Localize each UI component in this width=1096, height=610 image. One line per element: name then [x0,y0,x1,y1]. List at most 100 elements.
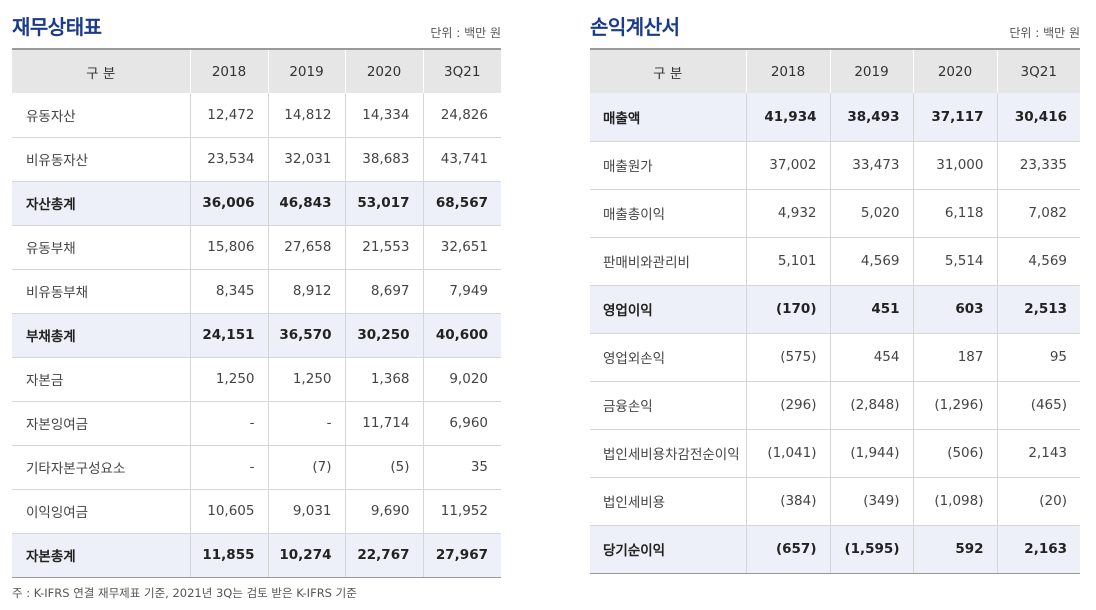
cell-value: 10,605 [189,489,268,534]
cell-value: 27,658 [267,225,345,270]
income-statement-unit: 단위 : 백만 원 [1009,26,1080,40]
cell-value: 11,855 [189,533,268,578]
table-row: 비유동자산 23,534 32,031 38,683 43,741 [12,137,501,182]
cell-value: 38,683 [344,137,423,182]
balance-sheet-body: 유동자산 12,472 14,812 14,334 24,826 비유동자산 23,534 3… [12,93,501,578]
income-statement-table: 구 분 2018 2019 2020 3Q21 매출액 41,934 38,493 3… [590,48,1080,574]
cell-value: 4,932 [745,189,830,238]
cell-value: (20) [996,477,1080,526]
balance-sheet-unit: 단위 : 백만 원 [430,26,501,40]
row-label: 비유동부채 [12,269,190,314]
total-row: 영업이익 (170) 451 603 2,513 [590,285,1080,334]
cell-value: 21,553 [344,225,423,270]
table-row: 영업외손익 (575) 454 187 95 [590,333,1080,382]
table-row: 유동부채 15,806 27,658 21,553 32,651 [12,225,501,270]
cell-value: 68,567 [422,181,501,226]
row-label: 자산총계 [12,181,190,226]
cell-value: 41,934 [745,93,830,142]
cell-value: 8,912 [267,269,345,314]
cell-value: 15,806 [189,225,268,270]
cell-value: 6,118 [912,189,997,238]
total-row: 자산총계 36,006 46,843 53,017 68,567 [12,181,501,226]
table-row: 법인세비용차감전순이익 (1,041) (1,944) (506) 2,143 [590,429,1080,478]
row-label: 법인세비용차감전순이익 [590,429,746,478]
cell-value: 95 [996,333,1080,382]
cell-value: 53,017 [344,181,423,226]
table-row: 비유동부채 8,345 8,912 8,697 7,949 [12,269,501,314]
cell-value: 451 [829,285,913,334]
row-label: 매출액 [590,93,746,142]
row-label: 영업외손익 [590,333,746,382]
cell-value: 2,143 [996,429,1080,478]
column-header: 2020 [912,49,997,93]
table-row: 판매비와관리비 5,101 4,569 5,514 4,569 [590,237,1080,286]
cell-value: (349) [829,477,913,526]
table-row: 매출총이익 4,932 5,020 6,118 7,082 [590,189,1080,238]
cell-value: 1,250 [189,357,268,402]
cell-value: 27,967 [422,533,501,578]
cell-value: 603 [912,285,997,334]
cell-value: - [189,445,268,490]
cell-value: 4,569 [829,237,913,286]
column-header: 2018 [189,49,268,93]
cell-value: 30,416 [996,93,1080,142]
cell-value: (575) [745,333,830,382]
cell-value: 36,570 [267,313,345,358]
table-row: 매출원가 37,002 33,473 31,000 23,335 [590,141,1080,190]
row-label: 자본금 [12,357,190,402]
cell-value: 7,949 [422,269,501,314]
cell-value: (1,296) [912,381,997,430]
total-row: 매출액 41,934 38,493 37,117 30,416 [590,93,1080,142]
row-label: 매출원가 [590,141,746,190]
cell-value: 9,690 [344,489,423,534]
row-label: 기타자본구성요소 [12,445,190,490]
cell-value: 31,000 [912,141,997,190]
cell-value: 5,101 [745,237,830,286]
cell-value: (5) [344,445,423,490]
row-label: 비유동자산 [12,137,190,182]
row-label: 판매비와관리비 [590,237,746,286]
income-statement-body: 매출액 41,934 38,493 37,117 30,416 매출원가 37,002 33,… [590,93,1080,574]
table-row: 자본잉여금 - -11,714 6,960 [12,401,501,446]
cell-value: 37,002 [745,141,830,190]
table-row: 이익잉여금 10,605 9,031 9,690 11,952 [12,489,501,534]
row-label: 자본잉여금 [12,401,190,446]
cell-value: 12,472 [189,93,268,138]
cell-value: 1,368 [344,357,423,402]
cell-value: 1,250 [267,357,345,402]
income-statement-title: 손익계산서 [590,15,680,39]
cell-value: 2,513 [996,285,1080,334]
cell-value: (506) [912,429,997,478]
cell-value: 38,493 [829,93,913,142]
row-label: 당기순이익 [590,525,746,574]
cell-value: 2,163 [996,525,1080,574]
cell-value: (1,595) [829,525,913,574]
cell-value: 7,082 [996,189,1080,238]
cell-value: 32,031 [267,137,345,182]
cell-value: 14,334 [344,93,423,138]
balance-sheet-panel: 재무상태표 단위 : 백만 원 구 분 2018 2019 2020 3Q21 … [12,0,501,578]
cell-value: (7) [267,445,345,490]
cell-value: 8,697 [344,269,423,314]
cell-value: - [189,401,268,446]
cell-value: 6,960 [422,401,501,446]
table-header-row: 구 분 2018 2019 2020 3Q21 [12,49,501,93]
balance-sheet-title: 재무상태표 [12,15,102,39]
cell-value: 8,345 [189,269,268,314]
cell-value: 592 [912,525,997,574]
table-row: 법인세비용 (384) (349) (1,098) (20) [590,477,1080,526]
table-row: 자본금 1,250 1,250 1,368 9,020 [12,357,501,402]
row-label: 이익잉여금 [12,489,190,534]
cell-value: 187 [912,333,997,382]
column-header: 2018 [745,49,830,93]
footnote: 주 : K-IFRS 연결 재무제표 기준, 2021년 3Q는 검토 받은 K… [12,586,357,600]
cell-value: (296) [745,381,830,430]
total-row: 자본총계 11,855 10,274 22,767 27,967 [12,533,501,578]
cell-value: 24,151 [189,313,268,358]
cell-value: 43,741 [422,137,501,182]
column-header: 3Q21 [422,49,501,93]
cell-value: 14,812 [267,93,345,138]
row-label: 자본총계 [12,533,190,578]
table-header-row: 구 분 2018 2019 2020 3Q21 [590,49,1080,93]
row-label: 영업이익 [590,285,746,334]
